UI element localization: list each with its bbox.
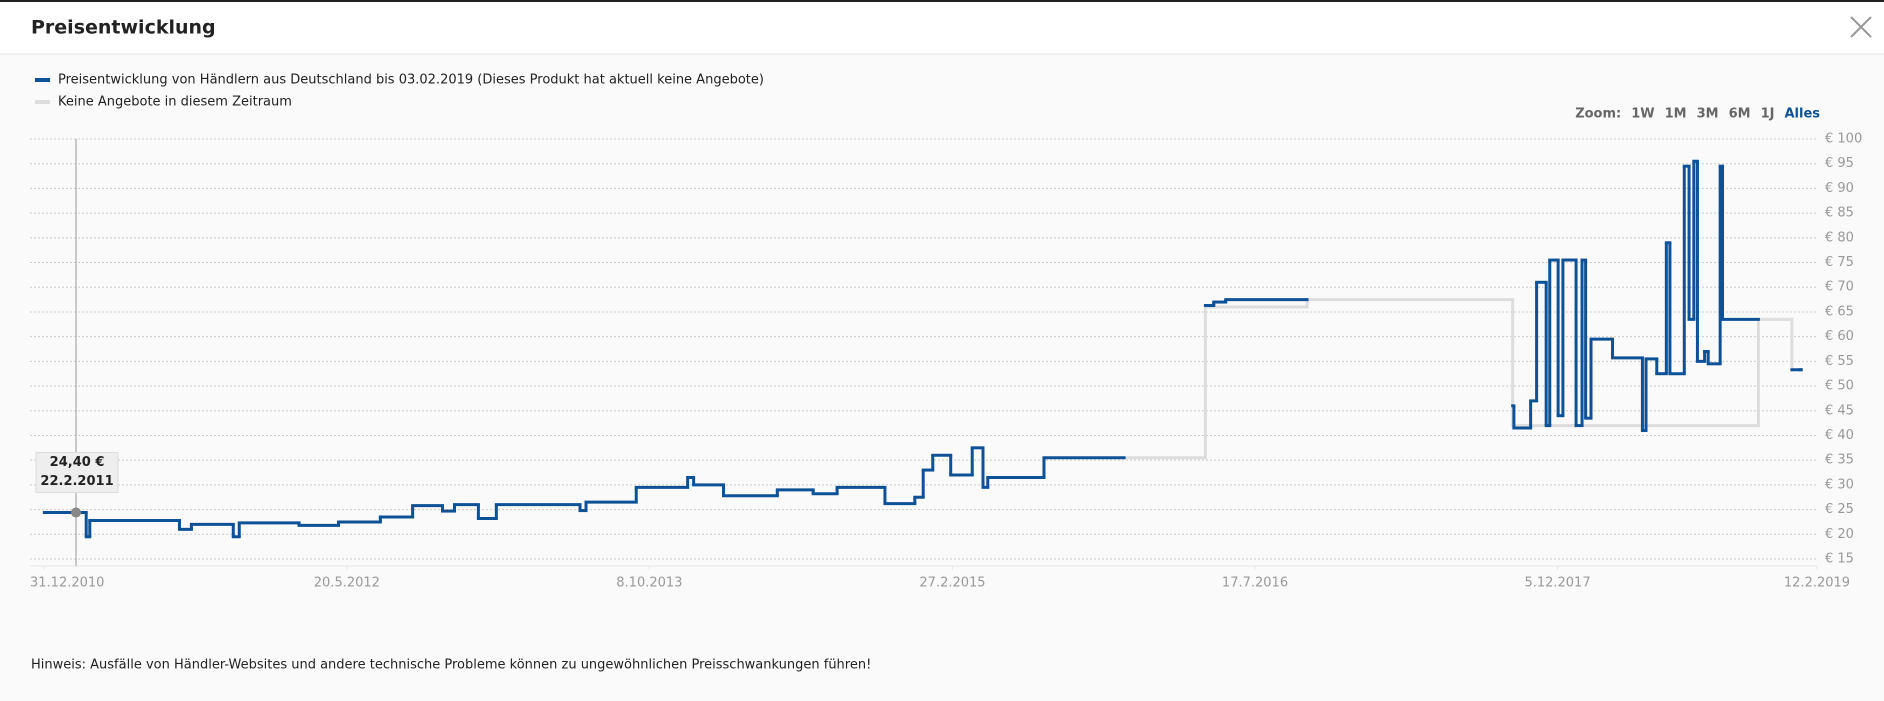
y-tick-label: € 75	[1825, 255, 1854, 270]
zoom-option[interactable]: 1J	[1761, 107, 1775, 122]
y-tick-label: € 20	[1825, 527, 1854, 542]
note: Hinweis: Ausfälle von Händler-Websites u…	[31, 658, 871, 673]
tooltip-value: 24,40 €	[50, 455, 105, 470]
zoom-option[interactable]: Alles	[1784, 107, 1820, 122]
y-tick-label: € 15	[1825, 552, 1854, 567]
x-tick-label: 27.2.2015	[919, 576, 985, 591]
y-tick-label: € 85	[1825, 206, 1854, 221]
y-tick-label: € 100	[1825, 132, 1862, 147]
y-tick-label: € 25	[1825, 502, 1854, 517]
y-tick-label: € 40	[1825, 428, 1854, 443]
zoom-option[interactable]: 6M	[1729, 107, 1751, 122]
x-tick-label: 31.12.2010	[30, 576, 104, 591]
zoom-option[interactable]: 3M	[1697, 107, 1719, 122]
x-tick-label: 8.10.2013	[616, 576, 682, 591]
legend-label: Keine Angebote in diesem Zeitraum	[58, 95, 292, 110]
y-tick-label: € 65	[1825, 304, 1854, 319]
y-tick-label: € 70	[1825, 280, 1854, 295]
header-bg	[0, 0, 1884, 54]
y-tick-label: € 55	[1825, 354, 1854, 369]
tooltip-point	[71, 507, 82, 518]
tooltip-date: 22.2.2011	[40, 474, 113, 489]
x-tick-label: 17.7.2016	[1222, 576, 1288, 591]
y-tick-label: € 45	[1825, 403, 1854, 418]
zoom-option[interactable]: 1M	[1665, 107, 1687, 122]
y-tick-label: € 60	[1825, 329, 1854, 344]
y-tick-label: € 35	[1825, 453, 1854, 468]
legend-label: Preisentwicklung von Händlern aus Deutsc…	[58, 73, 764, 88]
y-tick-label: € 95	[1825, 156, 1854, 171]
close-button[interactable]	[1850, 16, 1872, 38]
y-tick-label: € 90	[1825, 181, 1854, 196]
title: Preisentwicklung	[31, 17, 216, 39]
x-tick-label: 5.12.2017	[1524, 576, 1590, 591]
x-tick-label: 20.5.2012	[314, 576, 380, 591]
x-tick-label: 12.2.2019	[1784, 576, 1850, 591]
tooltip-box	[35, 452, 119, 494]
zoom-label: Zoom:	[1575, 107, 1621, 122]
y-tick-label: € 30	[1825, 477, 1854, 492]
zoom-option[interactable]: 1W	[1631, 107, 1654, 122]
y-tick-label: € 80	[1825, 230, 1854, 245]
y-tick-label: € 50	[1825, 379, 1854, 394]
